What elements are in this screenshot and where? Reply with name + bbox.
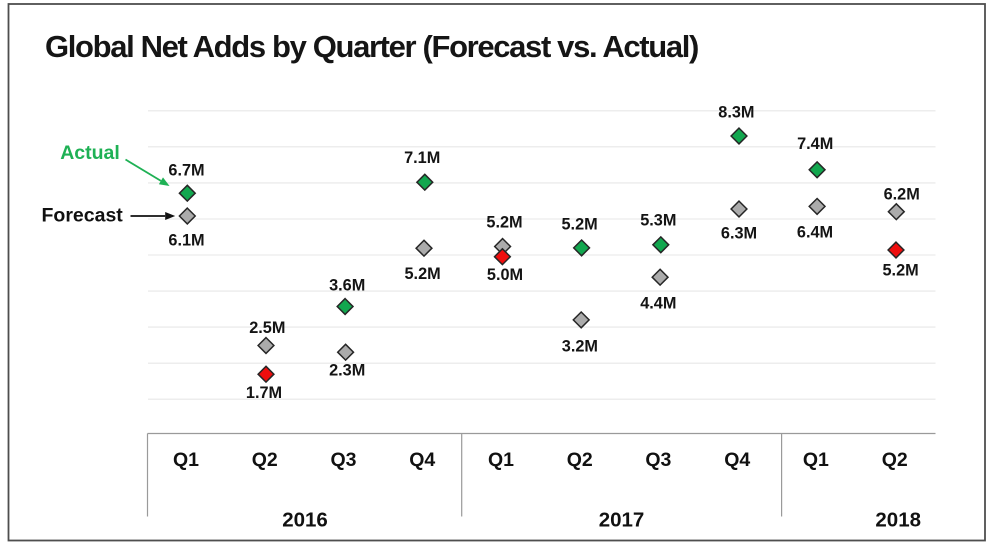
- svg-text:5.3M: 5.3M: [640, 211, 676, 229]
- svg-text:Q3: Q3: [645, 449, 671, 471]
- svg-text:5.2M: 5.2M: [486, 213, 522, 231]
- svg-text:6.7M: 6.7M: [168, 162, 204, 180]
- svg-text:3.2M: 3.2M: [562, 337, 598, 355]
- svg-text:6.4M: 6.4M: [797, 224, 833, 242]
- svg-text:3.6M: 3.6M: [329, 276, 365, 294]
- svg-text:Q2: Q2: [567, 449, 593, 471]
- svg-text:2016: 2016: [282, 509, 328, 532]
- svg-text:6.1M: 6.1M: [168, 231, 204, 249]
- svg-text:2017: 2017: [599, 509, 645, 532]
- svg-text:Q4: Q4: [724, 449, 750, 471]
- svg-text:Forecast: Forecast: [42, 205, 124, 227]
- svg-text:6.3M: 6.3M: [721, 224, 757, 242]
- svg-text:Q1: Q1: [488, 449, 514, 471]
- svg-text:7.4M: 7.4M: [797, 135, 833, 153]
- svg-text:5.2M: 5.2M: [561, 216, 597, 234]
- svg-text:5.0M: 5.0M: [487, 266, 523, 284]
- svg-text:2018: 2018: [875, 509, 921, 532]
- svg-text:Q2: Q2: [882, 449, 908, 471]
- svg-text:Q1: Q1: [803, 449, 829, 471]
- svg-text:Q1: Q1: [173, 449, 199, 471]
- svg-text:4.4M: 4.4M: [640, 295, 676, 313]
- svg-text:8.3M: 8.3M: [718, 104, 754, 122]
- svg-text:7.1M: 7.1M: [404, 149, 440, 167]
- svg-text:Q2: Q2: [252, 449, 278, 471]
- svg-text:6.2M: 6.2M: [884, 186, 920, 204]
- svg-text:1.7M: 1.7M: [246, 384, 282, 402]
- svg-text:5.2M: 5.2M: [404, 265, 440, 283]
- svg-text:Actual: Actual: [60, 142, 120, 164]
- svg-text:2.3M: 2.3M: [329, 362, 365, 380]
- svg-text:Q3: Q3: [330, 449, 356, 471]
- svg-text:5.2M: 5.2M: [882, 262, 918, 280]
- svg-text:Q4: Q4: [409, 449, 435, 471]
- svg-text:2.5M: 2.5M: [249, 319, 285, 337]
